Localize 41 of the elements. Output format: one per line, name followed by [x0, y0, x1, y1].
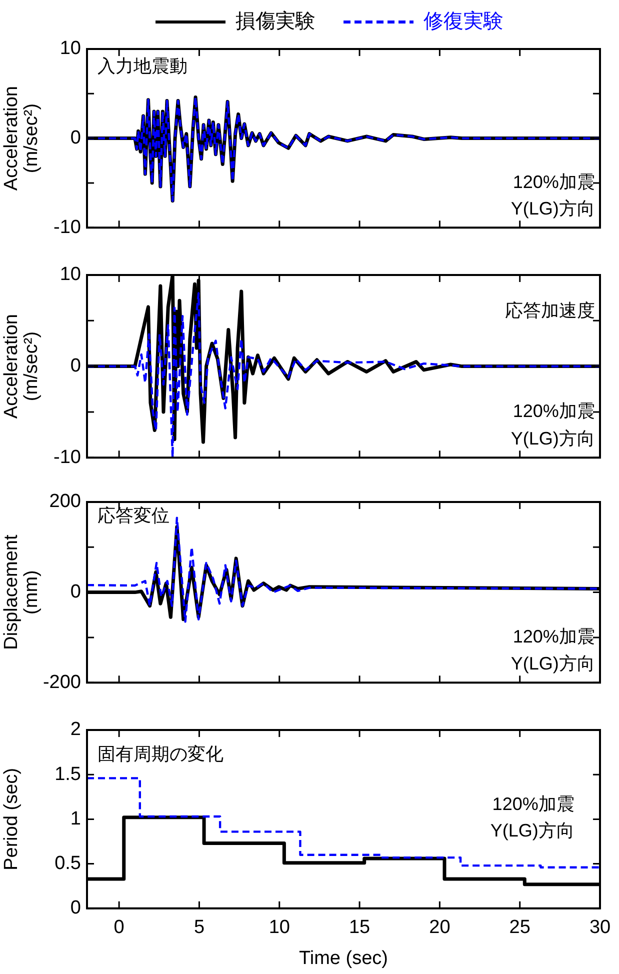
annotation: Y(LG)方向	[490, 820, 574, 841]
annotation: 入力地震動	[97, 56, 188, 76]
annotation: Y(LG)方向	[510, 428, 595, 448]
y-tick-label: -10	[54, 446, 81, 468]
y-tick-label: 2	[70, 719, 81, 740]
annotation: 応答変位	[97, 505, 170, 526]
annotation: 120%加震	[512, 400, 595, 421]
annotation: 応答加速度	[504, 300, 595, 320]
y-tick-label: 0	[70, 128, 81, 149]
y-tick-label: 0	[70, 898, 81, 919]
legend-label: 修復実験	[424, 10, 504, 33]
y-tick-label: 1.5	[54, 764, 81, 785]
x-tick-label: 15	[348, 917, 370, 938]
legend-label: 損傷実験	[236, 10, 316, 33]
annotation: Y(LG)方向	[510, 654, 595, 674]
x-axis-title: Time (sec)	[298, 948, 388, 969]
x-tick-label: 30	[589, 917, 611, 938]
x-tick-label: 10	[268, 917, 290, 938]
annotation: 120%加震	[492, 794, 574, 814]
x-tick-label: 5	[194, 917, 205, 938]
y-tick-label: 0	[70, 582, 81, 603]
annotation: 固有周期の変化	[97, 744, 224, 764]
x-tick-label: 20	[429, 917, 450, 938]
line-series	[87, 292, 600, 458]
y-tick-label: 200	[49, 491, 81, 512]
y-tick-label: 1	[70, 808, 81, 830]
annotation: 120%加震	[512, 172, 595, 192]
annotation: 120%加震	[512, 626, 595, 646]
annotation: Y(LG)方向	[510, 198, 595, 219]
y-axis-title: Acceleration (m/sec²)	[1, 86, 42, 191]
y-tick-label: 10	[60, 38, 81, 60]
y-axis-title: Period (sec)	[1, 768, 22, 870]
x-tick-label: 25	[509, 917, 530, 938]
y-axis-title: Acceleration (m/sec²)	[1, 314, 42, 419]
y-tick-label: 0	[70, 356, 81, 377]
y-tick-label: -10	[54, 216, 81, 238]
y-tick-label: -200	[42, 672, 81, 693]
x-tick-label: 0	[114, 917, 124, 938]
y-tick-label: 0.5	[54, 853, 81, 874]
y-axis-title: Displacement (mm)	[1, 534, 42, 650]
y-tick-label: 10	[60, 264, 81, 286]
